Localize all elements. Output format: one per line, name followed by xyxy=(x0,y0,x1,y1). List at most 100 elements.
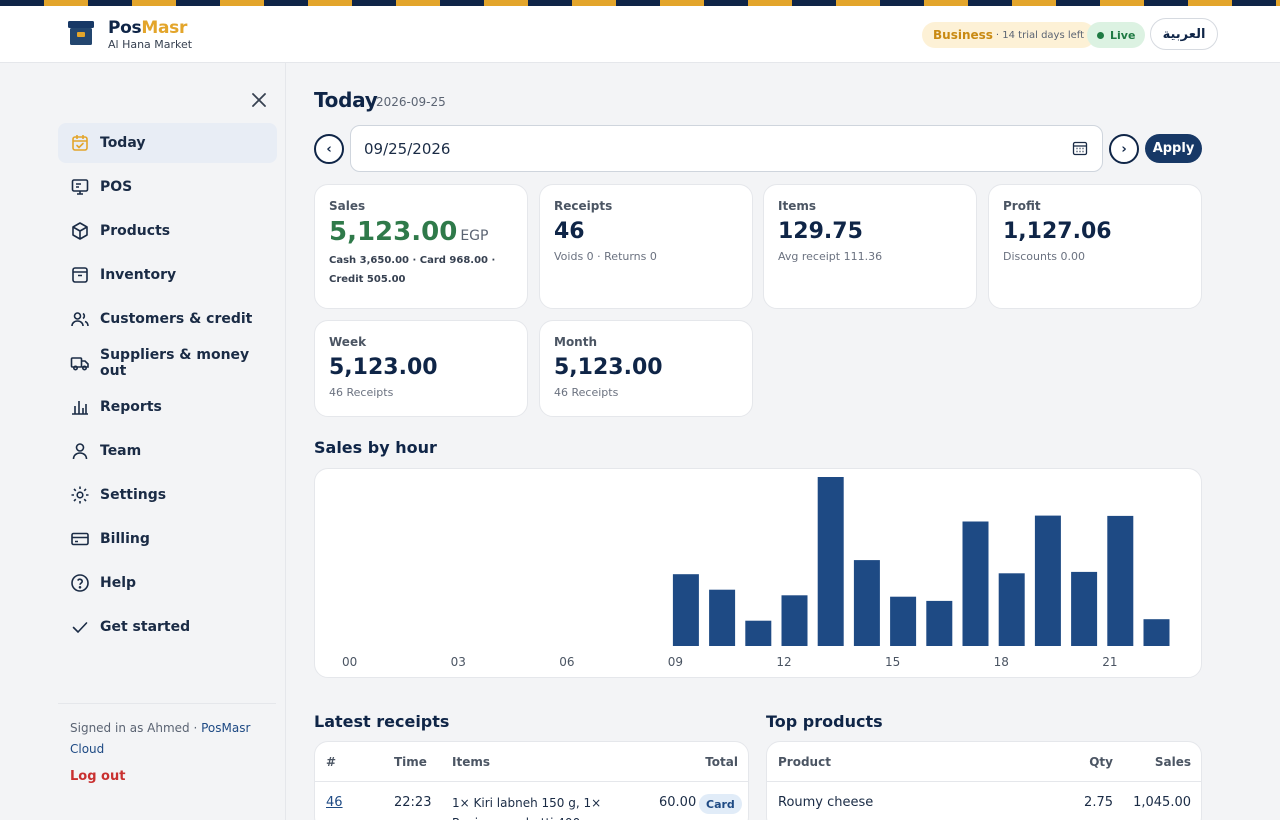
sidebar-item-label: POS xyxy=(100,179,133,195)
brand-name: PosMasr xyxy=(108,18,188,38)
page-title: Today xyxy=(314,88,378,112)
card-value: 5,123.00 xyxy=(554,355,663,380)
sales-card: Sales 5,123.00 EGP Cash 3,650.00 · Card 9… xyxy=(314,184,528,309)
sidebar-item-billing[interactable]: Billing xyxy=(58,519,277,559)
chart-canvas: 00 03 06 09 12 15 18 21 xyxy=(342,477,1170,669)
chart-title: Sales by hour xyxy=(314,438,437,457)
user-icon xyxy=(72,443,88,460)
sidebar-item-label: Inventory xyxy=(100,267,177,283)
account-link[interactable]: PosMasr Cloud xyxy=(70,721,251,756)
receipt-number-link[interactable]: 46 xyxy=(326,795,343,810)
week-card: Week 5,123.00 46 Receipts xyxy=(314,320,528,417)
box-icon xyxy=(72,222,88,240)
card-sub: 46 Receipts xyxy=(554,386,619,399)
x-tick-label: 09 xyxy=(668,655,683,669)
sidebar-item-label: Settings xyxy=(100,487,167,503)
signed-in-text: Signed in as Ahmed · PosMasr Cloud xyxy=(70,721,251,756)
card-value: 5,123.00 xyxy=(329,355,438,380)
x-tick-label: 12 xyxy=(776,655,791,669)
sidebar-item-pos[interactable]: POS xyxy=(58,167,277,207)
bar-hour-12 xyxy=(781,595,808,646)
sidebar-item-label: Products xyxy=(100,223,171,239)
card-label: Week xyxy=(329,335,367,349)
column-header: Qty xyxy=(1089,755,1113,769)
users-icon xyxy=(71,312,89,327)
sidebar-item-products[interactable]: Products xyxy=(58,211,277,251)
card-value: 129.75 xyxy=(778,219,863,244)
x-tick-label: 00 xyxy=(342,655,357,669)
card-value: 1,127.06 xyxy=(1003,219,1112,244)
gear-icon xyxy=(71,486,89,504)
receipt-time: 22:23 xyxy=(394,795,432,810)
month-card: Month 5,123.00 46 Receipts xyxy=(539,320,753,417)
card-value: 46 xyxy=(554,219,585,244)
logout-link[interactable]: Log out xyxy=(70,769,126,784)
card-label: Items xyxy=(778,199,816,213)
bar-hour-16 xyxy=(926,600,953,646)
apply-button[interactable]: Apply xyxy=(1145,134,1202,163)
card-label: Sales xyxy=(329,199,366,213)
live-status-badge: Live xyxy=(1087,22,1146,48)
sidebar-item-label: Get started xyxy=(100,619,191,635)
bar-hour-13 xyxy=(817,477,844,646)
column-header: Total xyxy=(705,755,738,769)
card-label: Receipts xyxy=(554,199,613,213)
sidebar-divider xyxy=(58,703,276,704)
calendar-icon[interactable] xyxy=(1072,140,1088,156)
sales-by-hour-chart: 00 03 06 09 12 15 18 21 xyxy=(314,468,1202,678)
card-sub: Avg receipt 111.36 xyxy=(778,250,883,263)
card-sub: Discounts 0.00 xyxy=(1003,250,1086,263)
receipts-card: Receipts 46 Voids 0 · Returns 0 xyxy=(539,184,753,309)
bar-hour-14 xyxy=(853,560,880,646)
bar-hour-20 xyxy=(1071,571,1098,646)
sidebar-item-inventory[interactable]: Inventory xyxy=(58,255,277,295)
top-stripe xyxy=(0,0,1280,6)
receipt-items: 1× Kiri labneh 150 g, 1× Regina spaghett… xyxy=(452,796,602,820)
next-day-button[interactable]: › xyxy=(1109,134,1139,164)
sidebar-item-label: Suppliers & money out xyxy=(100,347,250,379)
products-title: Top products xyxy=(766,712,883,731)
sidebar-item-settings[interactable]: Settings xyxy=(58,475,277,515)
live-dot-icon xyxy=(1097,31,1104,39)
payment-method-badge: Card xyxy=(699,794,742,814)
sidebar-item-customers[interactable]: Customers & credit xyxy=(58,299,277,339)
sidebar-item-get-started[interactable]: Get started xyxy=(58,607,277,647)
store-name: Al Hana Market xyxy=(108,38,193,51)
date-input[interactable]: 09/25/2026 xyxy=(350,125,1103,172)
sidebar-item-reports[interactable]: Reports xyxy=(58,387,277,427)
receipts-table: # Time Items Total 46 22:23 1× Kiri labn… xyxy=(314,741,749,820)
product-name: Roumy cheese xyxy=(778,795,874,810)
header: PosMasr Al Hana Market Business · 14 tria… xyxy=(0,6,1280,63)
store-logo-icon xyxy=(68,21,94,45)
calendar-check-icon xyxy=(72,135,88,151)
prev-day-button[interactable]: ‹ xyxy=(314,134,344,164)
truck-icon xyxy=(70,357,89,371)
language-toggle-button[interactable]: العربية xyxy=(1150,18,1218,50)
bar-hour-19 xyxy=(1034,515,1061,646)
bar-hour-11 xyxy=(745,620,772,646)
x-tick-label: 06 xyxy=(559,655,574,669)
card-sub: 46 Receipts xyxy=(329,386,394,399)
receipts-title: Latest receipts xyxy=(314,712,450,731)
sidebar-item-help[interactable]: Help xyxy=(58,563,277,603)
card-value: 5,123.00 EGP xyxy=(329,217,489,247)
sidebar-item-team[interactable]: Team xyxy=(58,431,277,471)
product-qty: 2.75 xyxy=(1084,795,1113,810)
card-label: Month xyxy=(554,335,598,349)
header-divider xyxy=(315,781,748,782)
close-sidebar-icon[interactable] xyxy=(250,91,268,109)
sidebar-item-label: Today xyxy=(100,135,146,151)
sidebar-item-today[interactable]: Today xyxy=(58,123,277,163)
bar-hour-22 xyxy=(1143,619,1170,646)
bar-hour-10 xyxy=(709,589,736,646)
column-header: # xyxy=(326,755,337,769)
bar-hour-21 xyxy=(1107,515,1134,646)
bar-hour-18 xyxy=(998,573,1025,646)
x-tick-label: 18 xyxy=(994,655,1009,669)
bar-hour-17 xyxy=(962,521,989,646)
sidebar-item-suppliers[interactable]: Suppliers & money out xyxy=(58,343,277,383)
sidebar-item-label: Team xyxy=(100,443,142,459)
card-sub: Voids 0 · Returns 0 xyxy=(554,250,657,263)
x-tick-label: 15 xyxy=(885,655,900,669)
sidebar-item-label: Reports xyxy=(100,399,162,415)
